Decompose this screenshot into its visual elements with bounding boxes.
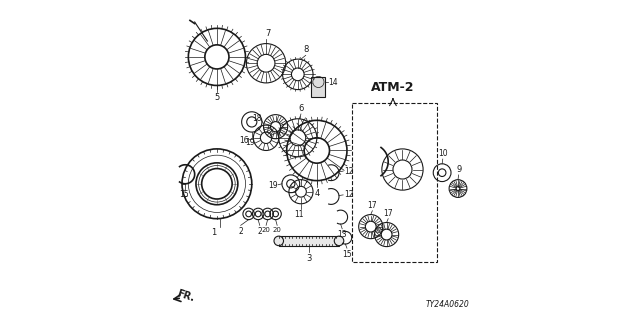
Text: 2: 2 — [238, 227, 243, 236]
Text: 6: 6 — [298, 104, 303, 113]
Text: 20: 20 — [262, 227, 271, 233]
Text: 2: 2 — [257, 227, 262, 236]
Bar — [352, 103, 437, 261]
Text: 8: 8 — [303, 45, 308, 54]
Text: 17: 17 — [367, 201, 377, 210]
Text: 15: 15 — [179, 190, 188, 199]
Text: 14: 14 — [328, 78, 337, 87]
Text: 11: 11 — [294, 210, 304, 219]
Text: ATM-2: ATM-2 — [371, 81, 415, 93]
Bar — [279, 236, 339, 246]
Text: 3: 3 — [306, 253, 312, 263]
Text: 1: 1 — [211, 228, 216, 237]
Text: TY24A0620: TY24A0620 — [426, 300, 469, 309]
Text: 12: 12 — [344, 167, 353, 176]
Text: 12: 12 — [344, 190, 353, 199]
Text: 10: 10 — [438, 149, 447, 158]
Text: 9: 9 — [456, 165, 461, 174]
Text: 19: 19 — [269, 181, 278, 190]
Text: 16: 16 — [239, 136, 248, 145]
Text: 7: 7 — [265, 29, 270, 38]
Circle shape — [334, 236, 344, 246]
Text: 19: 19 — [245, 139, 255, 148]
Text: 15: 15 — [342, 250, 352, 259]
Text: FR.: FR. — [175, 289, 195, 304]
Text: 20: 20 — [273, 227, 282, 233]
Text: 18: 18 — [252, 114, 261, 123]
Text: 13: 13 — [337, 230, 347, 239]
Text: 17: 17 — [383, 209, 393, 218]
Text: 5: 5 — [214, 93, 220, 102]
Text: 4: 4 — [314, 188, 319, 197]
Bar — [312, 77, 325, 97]
Circle shape — [274, 236, 284, 246]
